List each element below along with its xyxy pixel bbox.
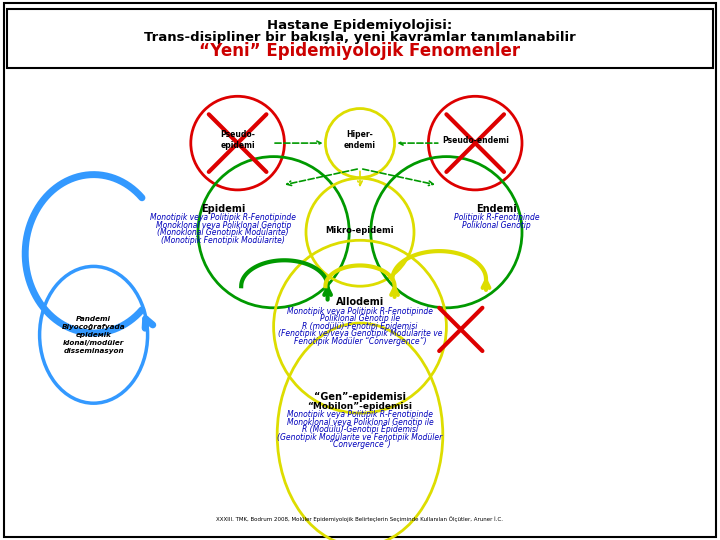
Text: “Yeni” Epidemiyolojik Fenomenler: “Yeni” Epidemiyolojik Fenomenler (199, 42, 521, 60)
Text: Fenotipik Modüler “Convergence”): Fenotipik Modüler “Convergence”) (294, 337, 426, 346)
Text: R (modülü)-Fenotipi Epidemisi: R (modülü)-Fenotipi Epidemisi (302, 322, 418, 330)
Text: R (Modülü)-Genotipi Epidemisi: R (Modülü)-Genotipi Epidemisi (302, 426, 418, 434)
Text: Monotipik veya Politipik R-Fenotipinde: Monotipik veya Politipik R-Fenotipinde (287, 410, 433, 419)
Text: Poliklonal Genotip: Poliklonal Genotip (462, 221, 531, 230)
Text: (Monotipik Fenotipik Modülarite): (Monotipik Fenotipik Modülarite) (161, 236, 285, 245)
Text: Mikro-epidemi: Mikro-epidemi (325, 226, 395, 235)
Text: XXXIII. TMK, Bodrum 2008, Molüler Epidemiyolojik Belirteçlerin Seçiminde Kullanı: XXXIII. TMK, Bodrum 2008, Molüler Epidem… (217, 517, 503, 522)
Text: Monotipik veya Politipik R-Fenotipinde: Monotipik veya Politipik R-Fenotipinde (150, 213, 296, 222)
Text: “Gen”-epidemisi: “Gen”-epidemisi (314, 392, 406, 402)
Text: (Genotipik Modülarite ve Fenotipik Modüler: (Genotipik Modülarite ve Fenotipik Modül… (277, 433, 443, 442)
Text: “Mobilon”-epidemisi: “Mobilon”-epidemisi (307, 402, 413, 410)
Text: Monoklonal veya Poliklonal Genotip ile: Monoklonal veya Poliklonal Genotip ile (287, 418, 433, 427)
Text: Pandemi
Biyocoğrafyada
epidемik
klonal/modüler
disseminasyon: Pandemi Biyocoğrafyada epidемik klonal/m… (62, 316, 125, 354)
Text: “Convergence”): “Convergence”) (329, 441, 391, 449)
Text: Hiper-
endemi: Hiper- endemi (344, 130, 376, 151)
Text: Pseudo-endemi: Pseudo-endemi (442, 136, 508, 145)
Text: Allodemi: Allodemi (336, 298, 384, 307)
Text: Monoklonal veya Poliklonal Genotip: Monoklonal veya Poliklonal Genotip (156, 221, 291, 230)
Text: Poliklonal Genotip ile: Poliklonal Genotip ile (320, 314, 400, 323)
Text: Hastane Epidemiyolojisi:: Hastane Epidemiyolojisi: (267, 19, 453, 32)
Text: Trans-disipliner bir bakışla, yeni kavramlar tanımlanabilir: Trans-disipliner bir bakışla, yeni kavra… (144, 31, 576, 44)
Text: Epidemi: Epidemi (201, 204, 246, 214)
Text: Politipik R-Fenotipinde: Politipik R-Fenotipinde (454, 213, 539, 222)
Text: Pseudo-
epidemi: Pseudo- epidemi (220, 130, 255, 151)
Text: (Monoklonal Genotipik Modülarite): (Monoklonal Genotipik Modülarite) (158, 228, 289, 237)
Text: Monotipik veya Politipik R-Fenotipinde: Monotipik veya Politipik R-Fenotipinde (287, 307, 433, 315)
FancyBboxPatch shape (4, 3, 716, 537)
Text: Endemi: Endemi (477, 204, 517, 214)
Text: (Fenotipik ve/veya Genotipik Modülarite ve: (Fenotipik ve/veya Genotipik Modülarite … (278, 329, 442, 338)
